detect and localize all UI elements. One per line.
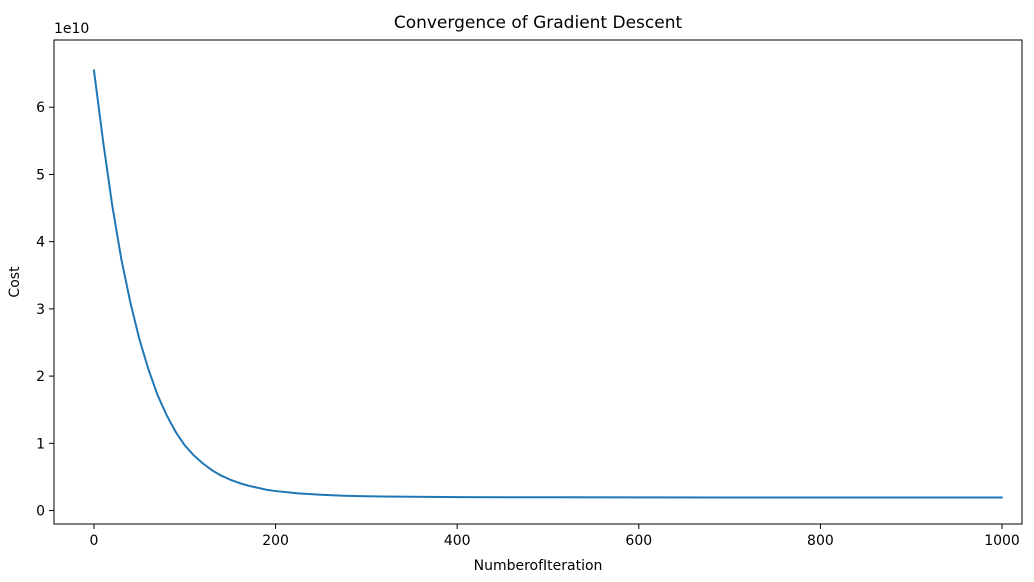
y-tick-label: 5 (36, 167, 45, 183)
cost-series-line (92, 69, 1004, 499)
x-tick-label: 200 (262, 533, 289, 549)
y-tick-label: 1 (36, 436, 45, 452)
y-tick-label: 3 (36, 302, 45, 318)
y-tick-label: 0 (36, 504, 45, 520)
x-tick-label: 0 (89, 533, 98, 549)
plot-frame (53, 39, 1023, 525)
x-tick-label: 800 (807, 533, 834, 549)
x-tick-label: 600 (625, 533, 652, 549)
y-axis-label: Cost (7, 266, 23, 298)
x-axis-label: NumberofIteration (474, 558, 603, 574)
y-tick-label: 6 (36, 100, 45, 116)
chart-title: Convergence of Gradient Descent (394, 13, 683, 33)
y-tick-label: 4 (36, 235, 45, 251)
x-tick-label: 1000 (984, 533, 1020, 549)
y-tick-label: 2 (36, 369, 45, 385)
y-offset-label: 1e10 (54, 21, 89, 37)
x-tick-label: 400 (444, 533, 471, 549)
